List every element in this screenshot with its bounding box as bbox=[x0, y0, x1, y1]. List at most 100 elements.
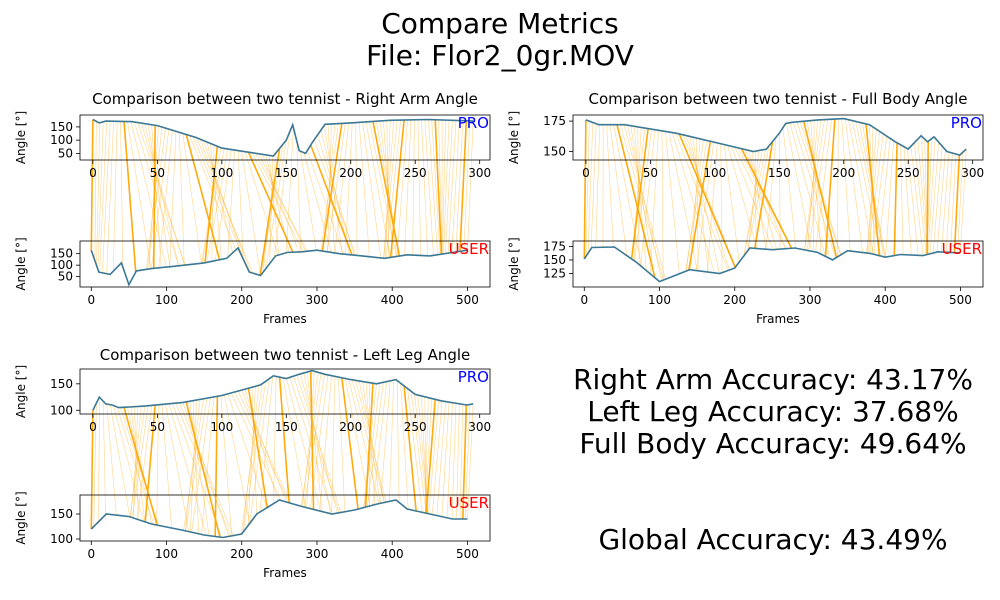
connector-line bbox=[192, 136, 248, 269]
connector-line bbox=[364, 383, 374, 508]
connector-line bbox=[417, 119, 421, 256]
connector-line bbox=[326, 123, 346, 252]
connector-line bbox=[585, 121, 590, 257]
connector-line bbox=[404, 119, 412, 256]
connector-line bbox=[99, 121, 108, 273]
connector-line bbox=[282, 377, 306, 508]
connector-line bbox=[900, 144, 904, 255]
connector-line bbox=[445, 120, 453, 254]
pro-label: PRO bbox=[458, 114, 489, 132]
connector-line bbox=[421, 395, 428, 514]
connector-line bbox=[927, 138, 936, 255]
full-body-accuracy: Full Body Accuracy: 49.64% bbox=[579, 427, 967, 460]
connector-line bbox=[813, 120, 815, 252]
connector-line bbox=[237, 390, 292, 504]
subplot-xlabel: Frames bbox=[263, 312, 307, 326]
connector-line bbox=[321, 123, 343, 252]
pro-xtick-label: 100 bbox=[210, 166, 233, 180]
connector-line bbox=[133, 406, 139, 518]
connector-line bbox=[132, 405, 149, 518]
connector-line bbox=[179, 132, 185, 266]
connector-line bbox=[93, 403, 97, 527]
connector-line bbox=[372, 121, 401, 257]
connector-line bbox=[583, 119, 587, 259]
connector-line bbox=[425, 399, 437, 514]
connector-line bbox=[97, 121, 104, 270]
connector-line bbox=[866, 131, 881, 254]
connector-line bbox=[341, 377, 359, 510]
connector-line bbox=[148, 125, 159, 270]
subplot-3: 0 50 100 150 200 250 300 100 150 PRO Angle [°] 0 100… bbox=[14, 346, 491, 580]
user-xtick-label: 100 bbox=[155, 293, 178, 307]
connector-line bbox=[123, 407, 158, 526]
pro-xtick-label: 0 bbox=[582, 166, 590, 180]
user-ytick-label: 150 bbox=[543, 253, 566, 267]
connector-line bbox=[383, 120, 398, 259]
connector-line bbox=[199, 139, 252, 273]
connector-line bbox=[348, 379, 380, 504]
connector-line bbox=[765, 137, 777, 250]
connector-line bbox=[848, 119, 874, 255]
connector-line bbox=[427, 119, 438, 255]
connector-line bbox=[324, 124, 343, 254]
pro-xtick-label: 250 bbox=[404, 420, 427, 434]
connector-line bbox=[665, 131, 680, 274]
connector-line bbox=[743, 149, 763, 256]
connector-line bbox=[293, 376, 340, 513]
connector-line bbox=[300, 151, 317, 251]
connector-line bbox=[241, 389, 287, 503]
user-xtick-label: 0 bbox=[87, 547, 95, 561]
connector-line bbox=[303, 372, 331, 514]
connector-line bbox=[191, 397, 211, 533]
connector-line bbox=[867, 133, 884, 254]
connector-line bbox=[914, 142, 927, 255]
pro-xtick-label: 200 bbox=[339, 420, 362, 434]
connector-line bbox=[320, 123, 339, 251]
connector-line bbox=[467, 121, 474, 251]
connector-line bbox=[247, 386, 256, 526]
connector-line bbox=[616, 124, 656, 278]
pro-xtick-label: 250 bbox=[897, 166, 920, 180]
pro-ylabel: Angle [°] bbox=[507, 111, 521, 164]
connector-line bbox=[96, 122, 101, 266]
connector-line bbox=[185, 134, 221, 260]
user-ytick-label: 100 bbox=[50, 258, 73, 272]
connector-line bbox=[945, 153, 953, 253]
connector-line bbox=[957, 152, 964, 253]
figure-title: Compare Metrics bbox=[381, 7, 619, 40]
connector-line bbox=[310, 374, 329, 509]
connector-line bbox=[627, 125, 663, 281]
connector-line bbox=[211, 144, 215, 262]
connector-line bbox=[147, 124, 171, 267]
pro-ytick-label: 100 bbox=[50, 403, 73, 417]
connector-line bbox=[306, 371, 315, 508]
pro-ylabel: Angle [°] bbox=[14, 365, 28, 418]
connector-line bbox=[151, 124, 162, 268]
pro-ytick-label: 100 bbox=[50, 133, 73, 147]
user-xtick-label: 200 bbox=[230, 547, 253, 561]
connector-line bbox=[844, 118, 864, 253]
connector-line bbox=[932, 145, 943, 254]
connector-line bbox=[259, 376, 273, 513]
connector-line bbox=[317, 134, 355, 256]
connector-line bbox=[613, 124, 642, 267]
pro-label: PRO bbox=[951, 114, 982, 132]
connector-line bbox=[113, 405, 144, 522]
connector-line bbox=[144, 404, 156, 522]
user-xtick-label: 0 bbox=[580, 293, 588, 307]
connector-line bbox=[796, 121, 841, 256]
connector-line bbox=[707, 142, 718, 272]
connector-line bbox=[289, 377, 333, 515]
connector-line bbox=[345, 378, 371, 506]
subplot-title: Comparison between two tennist - Full Bo… bbox=[589, 90, 968, 108]
connector-line bbox=[389, 119, 405, 258]
connector-line bbox=[251, 152, 304, 252]
user-xtick-label: 300 bbox=[306, 547, 329, 561]
connector-line bbox=[265, 139, 287, 269]
connector-line bbox=[244, 151, 279, 256]
user-xtick-label: 400 bbox=[381, 547, 404, 561]
connector-line bbox=[94, 121, 97, 261]
connector-line bbox=[116, 406, 155, 525]
connector-line bbox=[455, 120, 464, 252]
pro-xtick-label: 300 bbox=[961, 166, 984, 180]
